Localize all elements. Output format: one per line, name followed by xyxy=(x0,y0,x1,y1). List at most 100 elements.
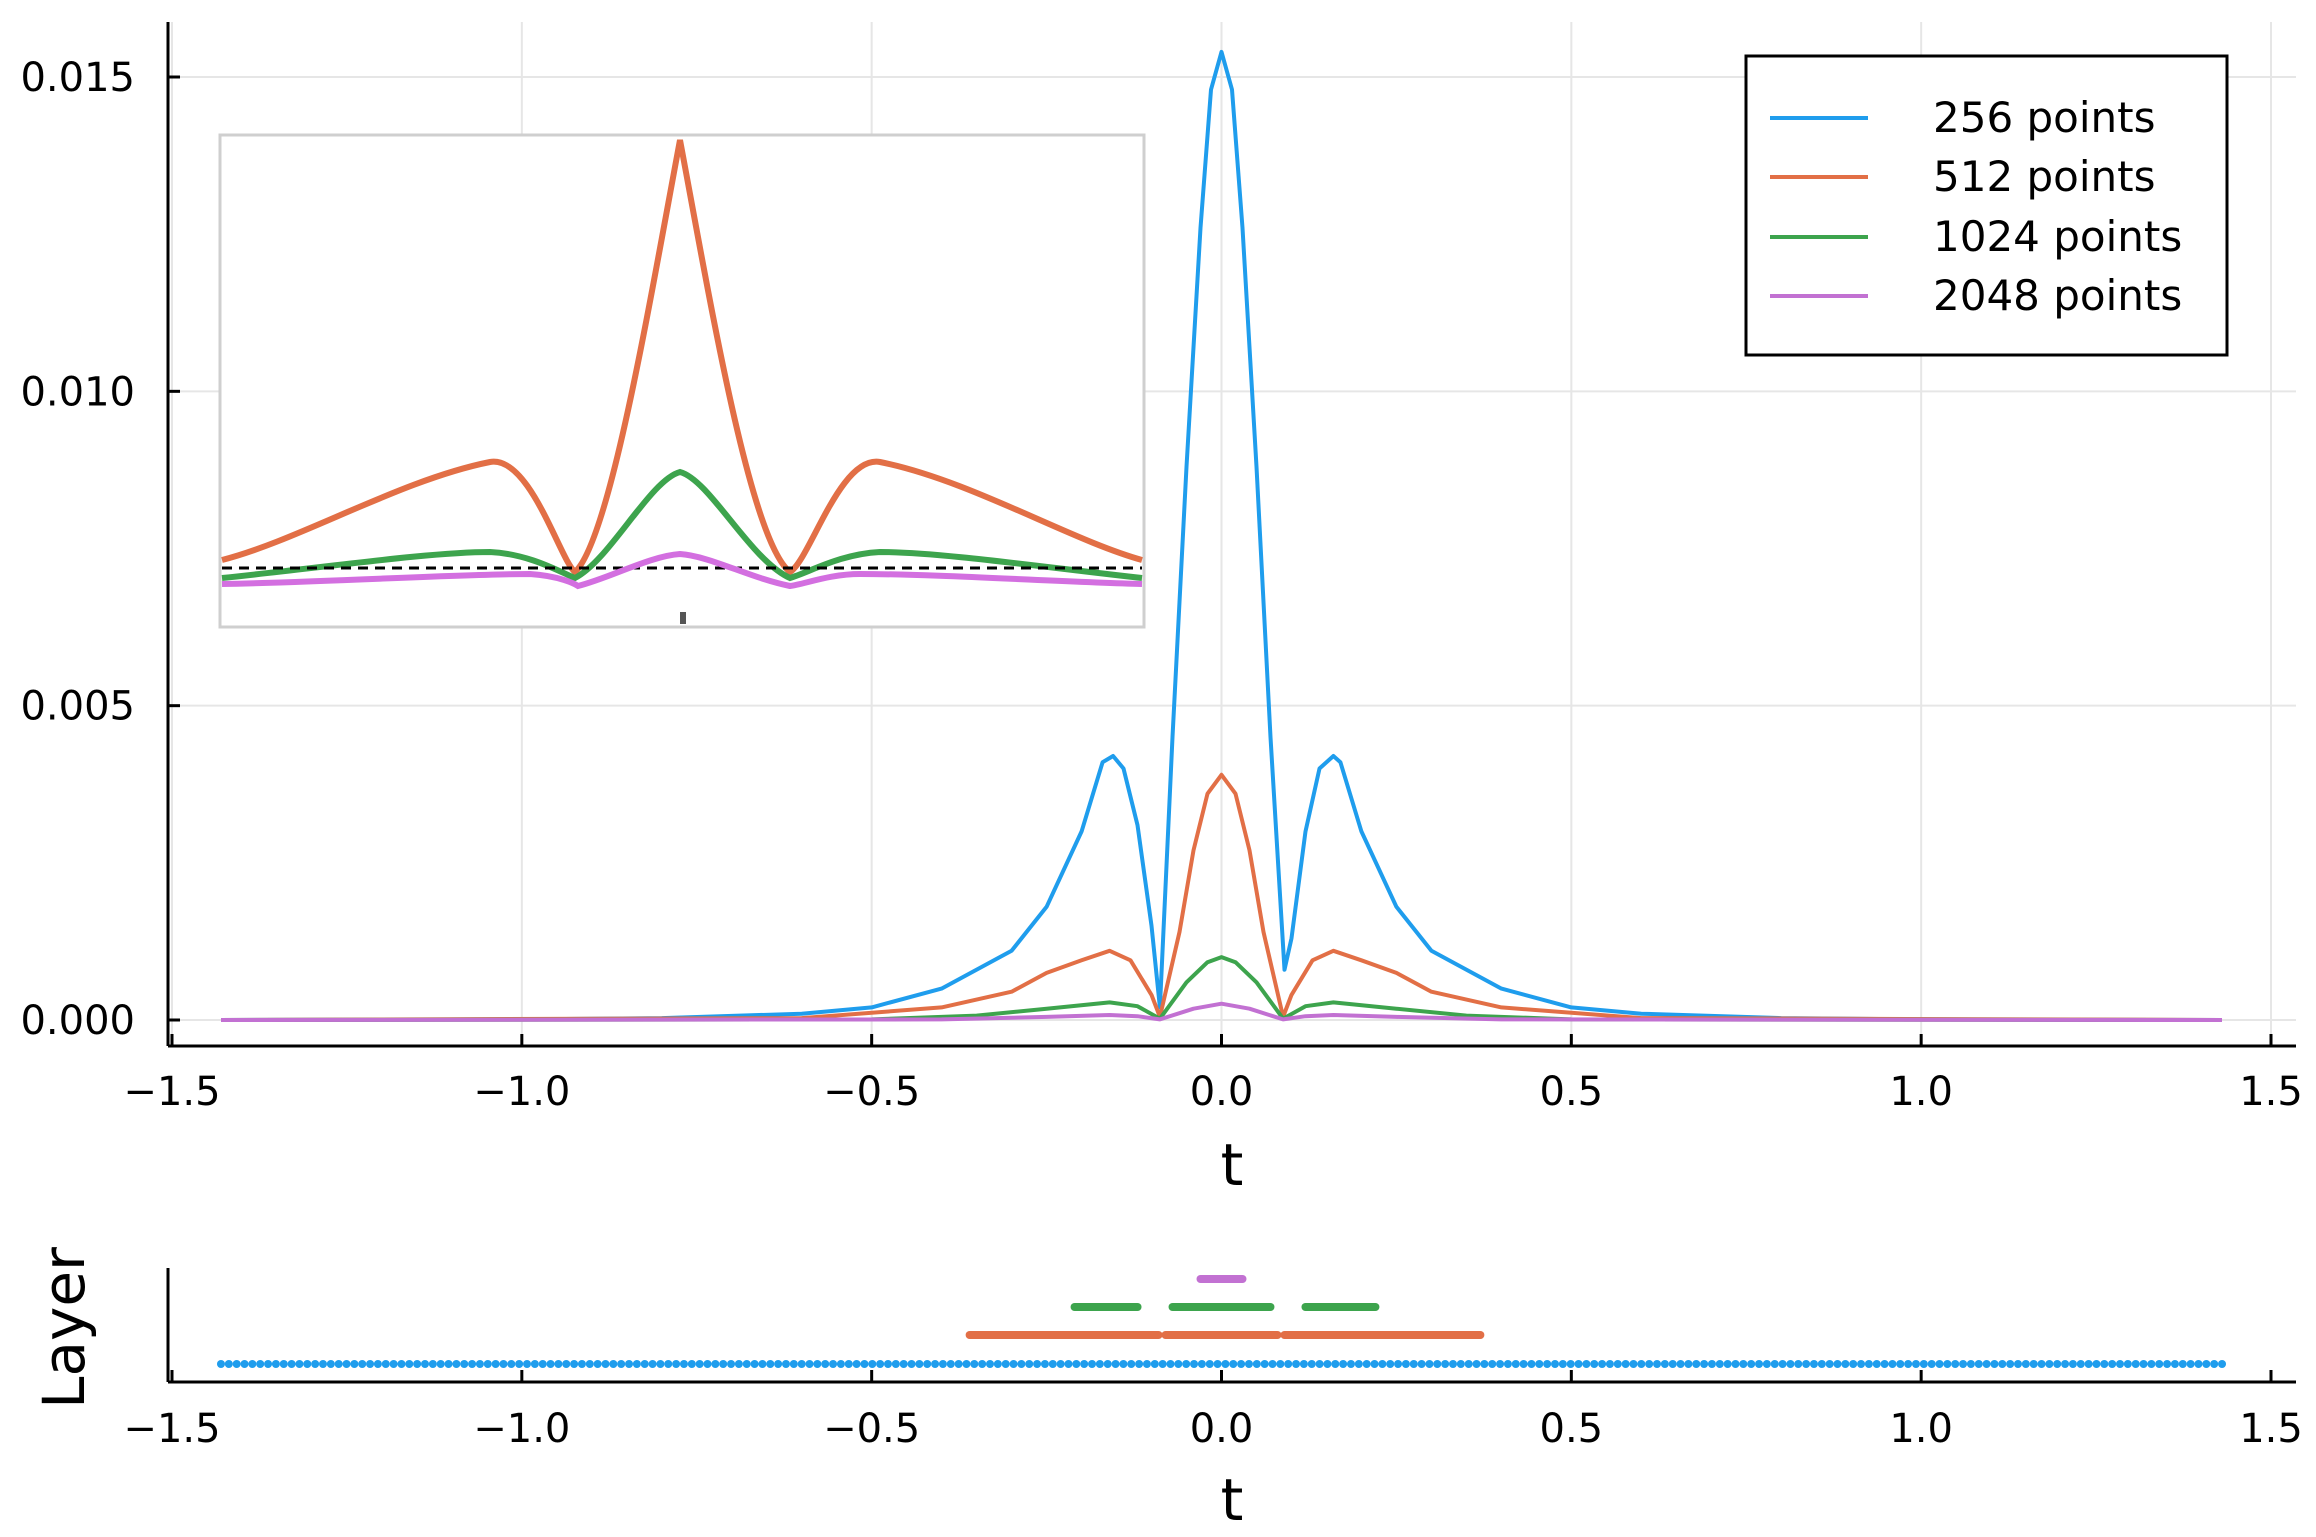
layer-dot xyxy=(1315,1360,1324,1368)
layer-dot xyxy=(1825,1360,1834,1368)
layer-dot xyxy=(1386,1360,1395,1368)
layer-dot xyxy=(2186,1360,2195,1368)
layer-dot xyxy=(1441,1360,1450,1368)
layer-dot xyxy=(2163,1360,2172,1368)
layer-dot xyxy=(1425,1360,1434,1368)
layer-dot xyxy=(1166,1360,1175,1368)
legend: 256 points 512 points 1024 points 2048 p… xyxy=(1744,54,2229,357)
layer-dot xyxy=(664,1360,673,1368)
layer-dot xyxy=(1755,1360,1764,1368)
layer-dot xyxy=(1943,1360,1952,1368)
layer-dot xyxy=(1276,1360,1285,1368)
layer-dot xyxy=(907,1360,916,1368)
layer-dot xyxy=(1111,1360,1120,1368)
layer-dot xyxy=(1817,1360,1826,1368)
layer-dot xyxy=(1519,1360,1528,1368)
layer-dot xyxy=(1370,1360,1379,1368)
layer-dot xyxy=(2147,1360,2156,1368)
layer-dot xyxy=(1064,1360,1073,1368)
layer-dot xyxy=(1723,1360,1732,1368)
layer-dot xyxy=(1566,1360,1575,1368)
layer-dot xyxy=(1676,1360,1685,1368)
layer-dot xyxy=(460,1360,469,1368)
layer-dot xyxy=(1833,1360,1842,1368)
layer-dot xyxy=(428,1360,437,1368)
layer-dot xyxy=(938,1360,947,1368)
layer-dot xyxy=(711,1360,720,1368)
layer-dot xyxy=(946,1360,955,1368)
layer-dot xyxy=(256,1360,265,1368)
layer-dot xyxy=(2045,1360,2054,1368)
layer-dot xyxy=(483,1360,492,1368)
layer-dot xyxy=(2116,1360,2125,1368)
layer-dot xyxy=(962,1360,971,1368)
layer-dot xyxy=(1543,1360,1552,1368)
layer-dot xyxy=(1299,1360,1308,1368)
layer-dot xyxy=(1919,1360,1928,1368)
layer-dot xyxy=(1401,1360,1410,1368)
main-plot: −1.5 −1.0 −0.5 0.0 0.5 1.0 1.5 0.000 0.005 0.010… xyxy=(20,22,2303,1199)
layer-dot xyxy=(1292,1360,1301,1368)
layer-dot xyxy=(2061,1360,2070,1368)
layer-dot xyxy=(883,1360,892,1368)
layer-dot xyxy=(821,1360,830,1368)
layer-dot xyxy=(381,1360,390,1368)
layer-dot xyxy=(1268,1360,1277,1368)
layer-dot xyxy=(1668,1360,1677,1368)
layer-dot xyxy=(1982,1360,1991,1368)
layer-dot xyxy=(1252,1360,1261,1368)
layer-dot xyxy=(1739,1360,1748,1368)
layer-dot xyxy=(1888,1360,1897,1368)
layer-dot xyxy=(2108,1360,2117,1368)
x-tick-label: −0.5 xyxy=(823,1069,920,1115)
layer-dot xyxy=(1990,1360,1999,1368)
layer-dot xyxy=(1017,1360,1026,1368)
layer-dot xyxy=(1260,1360,1269,1368)
layer-dot xyxy=(813,1360,822,1368)
layer-dot xyxy=(1558,1360,1567,1368)
layer-dot xyxy=(601,1360,610,1368)
layer-dot xyxy=(1119,1360,1128,1368)
layer-dot xyxy=(632,1360,641,1368)
layer-dot xyxy=(326,1360,335,1368)
layer-dot xyxy=(358,1360,367,1368)
layer-dot xyxy=(1653,1360,1662,1368)
layer-dot xyxy=(570,1360,579,1368)
layer-dot xyxy=(1927,1360,1936,1368)
layer-dot xyxy=(2100,1360,2109,1368)
layer-dot xyxy=(1323,1360,1332,1368)
layer-dot xyxy=(2170,1360,2179,1368)
layer-dot xyxy=(1935,1360,1944,1368)
layer-dot xyxy=(1841,1360,1850,1368)
layer-x-tick-label: 0.0 xyxy=(1190,1406,1254,1452)
layer-dot xyxy=(1911,1360,1920,1368)
layer-dot xyxy=(719,1360,728,1368)
layer-dot xyxy=(562,1360,571,1368)
layer-dot xyxy=(1009,1360,1018,1368)
layer-dot xyxy=(986,1360,995,1368)
layer-dot xyxy=(2053,1360,2062,1368)
layer-dot xyxy=(734,1360,743,1368)
layer-dot xyxy=(1394,1360,1403,1368)
layer-dot xyxy=(1284,1360,1293,1368)
layer-dot xyxy=(1190,1360,1199,1368)
layer-dot xyxy=(1645,1360,1654,1368)
layer-dot xyxy=(2194,1360,2203,1368)
layer-dot xyxy=(216,1360,225,1368)
layer-dot xyxy=(695,1360,704,1368)
layer-dot xyxy=(1056,1360,1065,1368)
layer-dot xyxy=(1417,1360,1426,1368)
layer-dot xyxy=(2029,1360,2038,1368)
layer-dot xyxy=(271,1360,280,1368)
layer-dot xyxy=(350,1360,359,1368)
layer-dot xyxy=(1433,1360,1442,1368)
layer-dot xyxy=(797,1360,806,1368)
layer-dot xyxy=(2210,1360,2219,1368)
layer-dot xyxy=(1747,1360,1756,1368)
layer-dot xyxy=(224,1360,233,1368)
layer-dot xyxy=(2092,1360,2101,1368)
layer-dot xyxy=(915,1360,924,1368)
layer-dot xyxy=(1896,1360,1905,1368)
layer-plot: −1.5 −1.0 −0.5 0.0 0.5 1.0 1.5 t Layer xyxy=(30,1247,2303,1534)
